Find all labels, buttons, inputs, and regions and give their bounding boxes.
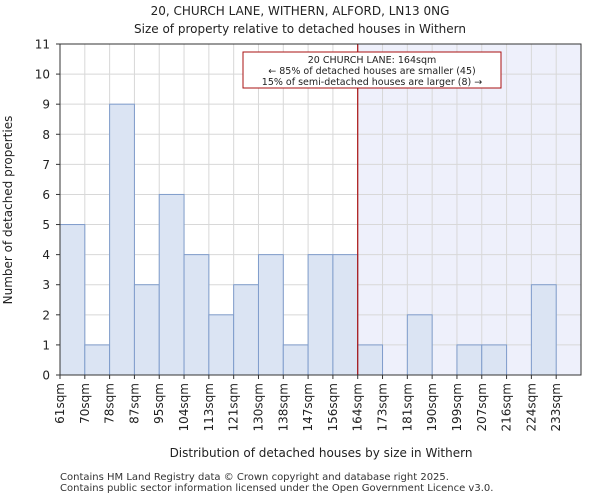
- y-tick-label: 7: [42, 158, 50, 172]
- x-axis-label: Distribution of detached houses by size …: [170, 446, 473, 460]
- y-tick-label: 3: [42, 278, 50, 292]
- plot-frame: [59, 43, 582, 376]
- x-tick-label: 207sqm: [475, 383, 489, 431]
- bar-164sqm: [357, 344, 384, 376]
- chart-subtitle: Size of property relative to detached ho…: [134, 22, 466, 36]
- y-tick-label: 11: [35, 38, 50, 52]
- bar-199sqm: [456, 344, 483, 376]
- bar-130sqm: [257, 254, 284, 376]
- footer-line-1: Contains HM Land Registry data © Crown c…: [60, 472, 449, 483]
- x-tick-label: 138sqm: [276, 383, 290, 431]
- x-tick-label: 173sqm: [376, 383, 390, 431]
- x-tick-label: 113sqm: [202, 383, 216, 431]
- x-tick-label: 216sqm: [500, 383, 514, 431]
- x-tick-label: 181sqm: [400, 383, 414, 431]
- bar-207sqm: [481, 344, 508, 376]
- bar-78sqm: [109, 103, 135, 376]
- y-ticks: 0 1 2 3 4 5 6 7 8 9 10 11: [35, 38, 60, 383]
- y-tick-label: 4: [42, 248, 50, 262]
- bar-224sqm: [530, 284, 557, 376]
- bar-156sqm: [332, 254, 359, 376]
- x-tick-label: 61sqm: [53, 383, 67, 424]
- bars: [59, 103, 557, 376]
- x-tick-label: 233sqm: [549, 383, 563, 431]
- y-tick-label: 5: [42, 218, 50, 232]
- bar-70sqm: [84, 344, 111, 376]
- x-tick-label: 130sqm: [251, 383, 265, 431]
- y-tick-label: 2: [42, 308, 50, 322]
- x-tick-label: 104sqm: [177, 383, 191, 431]
- y-tick-label: 8: [42, 128, 50, 142]
- bar-95sqm: [158, 193, 185, 376]
- bar-138sqm: [282, 344, 309, 376]
- bar-87sqm: [133, 284, 160, 376]
- x-tick-label: 78sqm: [103, 383, 117, 424]
- annotation-line-1: 20 CHURCH LANE: 164sqm: [308, 55, 436, 66]
- y-tick-label: 0: [42, 369, 50, 383]
- chart-title: 20, CHURCH LANE, WITHERN, ALFORD, LN13 0…: [151, 4, 450, 18]
- bar-104sqm: [183, 254, 210, 376]
- y-tick-label: 9: [42, 98, 50, 112]
- x-ticks: 61sqm 70sqm 78sqm 87sqm 95sqm 104sqm 113sqm 121…: [53, 375, 563, 431]
- bar-61sqm: [59, 224, 86, 376]
- bar-121sqm: [233, 284, 259, 376]
- x-tick-label: 87sqm: [127, 383, 141, 424]
- x-tick-label: 156sqm: [326, 383, 340, 431]
- annotation-line-2: ← 85% of detached houses are smaller (45…: [268, 66, 475, 77]
- x-tick-label: 164sqm: [351, 383, 365, 431]
- bar-113sqm: [208, 314, 235, 376]
- bar-147sqm: [307, 254, 334, 376]
- x-tick-label: 147sqm: [301, 383, 315, 431]
- x-tick-label: 121sqm: [227, 383, 241, 431]
- x-tick-label: 199sqm: [450, 383, 464, 431]
- x-tick-label: 70sqm: [78, 383, 92, 424]
- y-axis-label: Number of detached properties: [1, 116, 15, 305]
- footer-line-2: Contains public sector information licen…: [60, 483, 494, 494]
- annotation-box: 20 CHURCH LANE: 164sqm ← 85% of detached…: [242, 51, 502, 89]
- y-tick-label: 10: [35, 68, 50, 82]
- x-tick-label: 95sqm: [152, 383, 166, 424]
- annotation-line-3: 15% of semi-detached houses are larger (…: [262, 77, 482, 88]
- x-tick-label: 224sqm: [524, 383, 538, 431]
- x-tick-label: 190sqm: [425, 383, 439, 431]
- footer: Contains HM Land Registry data © Crown c…: [60, 472, 493, 494]
- y-tick-label: 1: [42, 338, 50, 352]
- y-tick-label: 6: [42, 188, 50, 202]
- bar-181sqm: [406, 314, 433, 376]
